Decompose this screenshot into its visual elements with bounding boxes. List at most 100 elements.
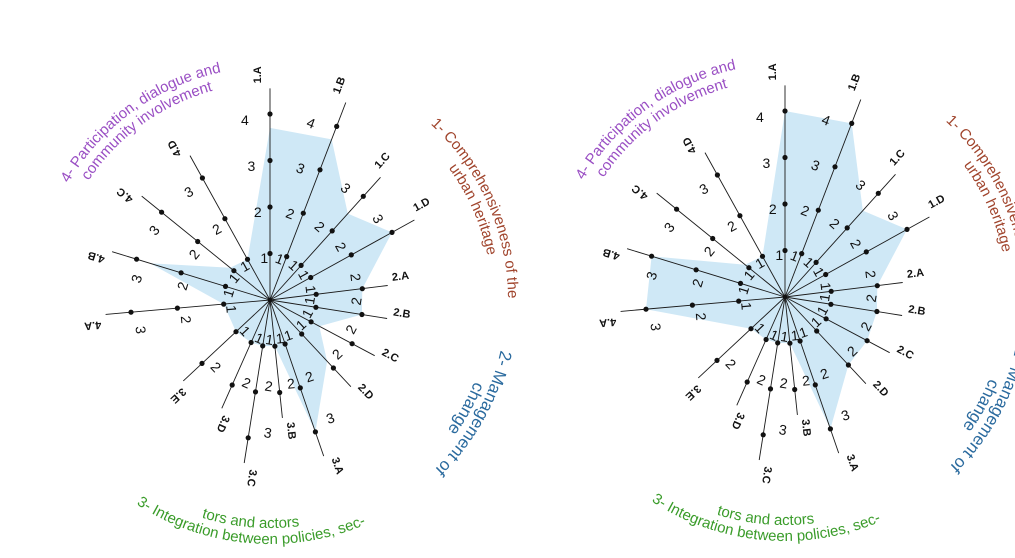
- tick-label-3-C-1: 1: [264, 331, 274, 348]
- tick-dot-1-A-4: [267, 111, 273, 117]
- tick-dot-1-A-3: [267, 157, 273, 164]
- tick-dot-2-B-2: [874, 308, 880, 315]
- axis-3-B-left: 1 2 3.B: [269, 299, 298, 440]
- tick-label-2-A-2: 2: [862, 269, 879, 279]
- tick-dot-1-B-4: [334, 123, 340, 129]
- tick-dot-2-D-1: [299, 331, 305, 337]
- tick-dot-2-C-2: [349, 341, 355, 347]
- tick-dot-1-D-1: [308, 274, 314, 281]
- axis-code-label: 1.C: [372, 150, 392, 171]
- tick-dot-1-B-1: [284, 254, 290, 260]
- tick-dot-3-E-2: [199, 360, 205, 366]
- tick-dot-1-D-3: [904, 226, 910, 232]
- tick-dot-1-A-2: [267, 204, 273, 210]
- tick-dot-3-E-1: [748, 326, 754, 332]
- tick-dot-3-A-3: [827, 426, 834, 432]
- spoke-1-B: [784, 99, 862, 298]
- tick-label-1-A-1: 1: [260, 250, 268, 266]
- tick-dot-3-C-1: [260, 343, 266, 349]
- tick-dot-4-B-3: [649, 253, 655, 259]
- axis-3-D-left: 1 2 3.D: [214, 299, 271, 434]
- tick-dot-4-C-3: [159, 209, 165, 215]
- tick-dot-2-A-1: [828, 288, 834, 294]
- spoke-3-D: [221, 299, 271, 409]
- axis-code-label: 2.B: [392, 307, 411, 322]
- tick-dot-1-A-1: [267, 250, 273, 257]
- tick-dot-2-D-2: [845, 362, 852, 368]
- axis-2-B-right: 1 2 2.B: [784, 292, 926, 318]
- tick-label-3-B-2: 2: [286, 375, 296, 392]
- tick-label-3-C-3: 3: [263, 424, 273, 441]
- tick-label-3-A-3: 3: [839, 406, 852, 424]
- tick-label-3-B-1: 1: [275, 330, 285, 347]
- tick-dot-4-D-1: [244, 256, 251, 262]
- axis-code-label: 1.D: [926, 193, 947, 212]
- axis-code-label: 3.E: [683, 382, 703, 402]
- tick-label-4-C-3: 3: [661, 219, 678, 235]
- spoke-2-D: [269, 299, 352, 388]
- tick-label-1-A-1: 1: [775, 247, 783, 263]
- tick-dot-3-A-3: [312, 429, 318, 435]
- spoke-2-C: [784, 296, 890, 354]
- tick-dot-2-C-2: [864, 338, 870, 344]
- axis-code-label: 2.C: [380, 347, 401, 366]
- tick-dot-3-C-3: [245, 435, 251, 441]
- tick-dot-3-C-3: [760, 432, 766, 438]
- tick-dot-3-C-2: [767, 386, 774, 392]
- tick-label-3-C-2: 2: [264, 378, 274, 395]
- tick-label-2-B-2: 2: [863, 293, 880, 303]
- tick-dot-3-A-1: [282, 341, 288, 347]
- tick-dot-4-D-2: [737, 213, 743, 219]
- tick-label-2-A-1: 1: [302, 284, 319, 294]
- tick-label-4-D-3: 3: [181, 183, 196, 201]
- tick-dot-1-C-1: [298, 262, 304, 268]
- tick-label-2-B-1: 1: [816, 292, 833, 302]
- tick-label-4-D-2: 2: [209, 220, 224, 238]
- tick-dot-1-A-4: [782, 108, 788, 114]
- tick-dot-3-E-1: [233, 329, 239, 335]
- tick-label-1-A-3: 3: [763, 155, 771, 171]
- axis-code-label: 1.A: [767, 63, 779, 80]
- tick-dot-3-A-1: [797, 338, 803, 344]
- tick-label-1-D-3: 3: [369, 211, 387, 226]
- axis-2-A-right: 1 2 2.A: [784, 267, 925, 298]
- spoke-3-E: [697, 296, 786, 379]
- axis-code-label: 1.A: [252, 66, 264, 83]
- axis-code-label: 3.A: [844, 453, 861, 473]
- value-area-right: [646, 111, 907, 429]
- spoke-3-B: [269, 299, 283, 418]
- spoke-1-B: [269, 102, 347, 301]
- tick-dot-4-A-1: [221, 301, 227, 307]
- axis-3-C-right: 1 2 3 3.C: [758, 296, 790, 484]
- tick-label-4-C-3: 3: [146, 222, 163, 238]
- tick-dot-4-D-3: [714, 172, 721, 178]
- tick-dot-1-A-3: [782, 154, 788, 161]
- tick-dot-1-B-4: [849, 120, 855, 126]
- tick-label-3-B-1: 1: [790, 327, 800, 344]
- axis-code-label: 3.C: [244, 469, 259, 488]
- tick-dot-4-D-2: [222, 216, 228, 222]
- spoke-2-D: [784, 296, 867, 385]
- spoke-2-B: [269, 299, 388, 319]
- axis-2-A-left: 1 2 2.A: [269, 270, 410, 301]
- tick-label-4-C-2: 2: [185, 246, 202, 262]
- tick-dot-4-C-2: [710, 235, 716, 242]
- tick-dot-3-A-2: [297, 385, 303, 391]
- axis-2-B-left: 1 2 2.B: [269, 295, 411, 322]
- axis-4-A-left: 1 2 3 4.A: [84, 299, 271, 335]
- tick-label-1-A-3: 3: [248, 158, 256, 174]
- spoke-2-A: [784, 282, 903, 298]
- tick-dot-4-D-1: [759, 253, 766, 259]
- tick-label-4-A-2: 2: [178, 315, 195, 324]
- tick-label-2-A-1: 1: [817, 281, 834, 291]
- axis-code-label: 4.B: [86, 249, 106, 265]
- tick-dot-3-E-2: [714, 357, 720, 363]
- tick-label-1-A-2: 2: [254, 204, 262, 220]
- tick-dot-2-B-1: [828, 301, 834, 307]
- tick-dot-2-D-1: [814, 328, 820, 334]
- tick-label-4-A-2: 2: [693, 312, 710, 321]
- axis-code-label: 1.B: [846, 72, 863, 92]
- tick-dot-1-D-2: [863, 249, 869, 255]
- axis-code-label: 4.C: [630, 182, 651, 202]
